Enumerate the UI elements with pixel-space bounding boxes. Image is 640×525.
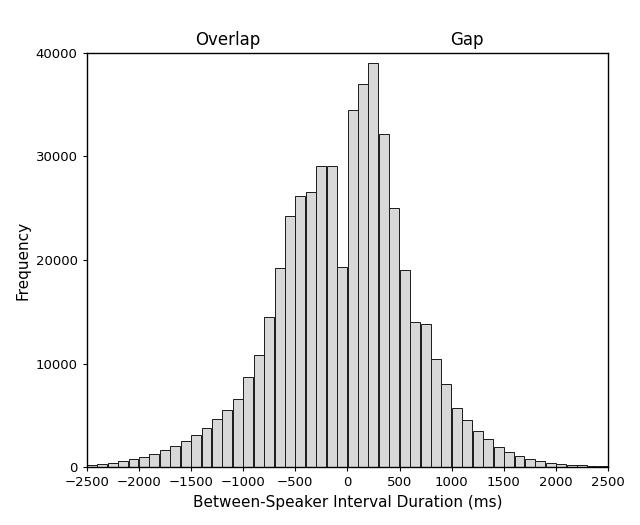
Bar	[369, 63, 378, 467]
Bar	[348, 110, 358, 467]
Bar	[473, 431, 483, 467]
Bar	[493, 447, 504, 467]
Bar	[577, 465, 587, 467]
Bar	[139, 457, 149, 467]
Bar	[316, 166, 326, 467]
Bar	[149, 454, 159, 467]
Bar	[556, 464, 566, 467]
Bar	[264, 317, 274, 467]
Bar	[337, 267, 347, 467]
Bar	[379, 134, 389, 467]
Bar	[108, 463, 118, 467]
Bar	[546, 463, 556, 467]
Bar	[87, 465, 97, 467]
Bar	[400, 270, 410, 467]
Bar	[525, 459, 535, 467]
Bar	[431, 359, 441, 467]
Bar	[275, 268, 285, 467]
Bar	[504, 452, 514, 467]
Bar	[462, 419, 472, 467]
Bar	[410, 322, 420, 467]
Bar	[483, 439, 493, 467]
Text: Overlap: Overlap	[195, 30, 260, 49]
Bar	[180, 441, 191, 467]
Bar	[566, 465, 577, 467]
Bar	[118, 461, 128, 467]
Bar	[327, 166, 337, 467]
Bar	[452, 408, 462, 467]
Bar	[358, 84, 368, 467]
Bar	[233, 399, 243, 467]
Text: Gap: Gap	[451, 30, 484, 49]
Bar	[191, 435, 201, 467]
Bar	[223, 411, 232, 467]
Bar	[306, 192, 316, 467]
Bar	[97, 464, 107, 467]
Bar	[296, 196, 305, 467]
Bar	[243, 377, 253, 467]
Bar	[253, 355, 264, 467]
Bar	[212, 419, 222, 467]
Bar	[160, 450, 170, 467]
Bar	[598, 466, 608, 467]
Bar	[202, 428, 211, 467]
Bar	[170, 446, 180, 467]
Bar	[285, 216, 295, 467]
Bar	[442, 384, 451, 467]
Bar	[389, 208, 399, 467]
Bar	[420, 324, 431, 467]
Bar	[129, 459, 138, 467]
X-axis label: Between-Speaker Interval Duration (ms): Between-Speaker Interval Duration (ms)	[193, 495, 502, 510]
Bar	[536, 461, 545, 467]
Bar	[515, 456, 524, 467]
Y-axis label: Frequency: Frequency	[15, 220, 30, 300]
Bar	[588, 466, 597, 467]
